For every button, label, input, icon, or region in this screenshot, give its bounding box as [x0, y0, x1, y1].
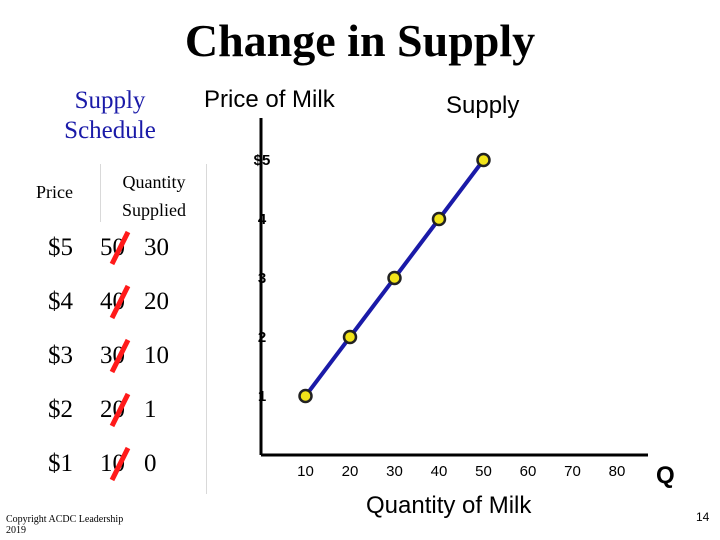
- x-tick-label: 40: [431, 463, 448, 480]
- table-divider: [100, 164, 101, 222]
- column-header-price: Price: [36, 182, 73, 202]
- x-tick-label: 30: [386, 463, 403, 480]
- x-tick-label: 50: [475, 463, 492, 480]
- strike-mark: [109, 230, 131, 266]
- y-tick-label: 3: [258, 270, 266, 287]
- row-price: $2: [48, 396, 73, 423]
- x-tick-label: 10: [297, 463, 314, 480]
- x-tick-label: 20: [342, 463, 359, 480]
- row-new-quantity: 10: [144, 342, 169, 369]
- x-axis-title: Quantity of Milk: [366, 492, 532, 519]
- y-tick-label: 4: [258, 211, 267, 228]
- x-tick-label: 70: [564, 463, 581, 480]
- row-new-quantity: 0: [144, 450, 157, 477]
- row-price: $3: [48, 342, 73, 369]
- copyright-text: Copyright ACDC Leadership 2019: [6, 514, 124, 536]
- strike-mark: [109, 284, 131, 320]
- schedule-title: Supply Schedule: [64, 87, 156, 144]
- row-new-quantity: 30: [144, 234, 169, 261]
- row-new-quantity: 1: [144, 396, 157, 423]
- x-axis-end-label: Q: [656, 462, 675, 489]
- y-axis-title: Price of Milk: [204, 86, 335, 113]
- column-header-quantity: Quantity Supplied: [121, 172, 186, 220]
- supply-point-marker: [387, 270, 402, 286]
- page-number: 14: [696, 510, 710, 524]
- supply-curve-label: Supply: [446, 92, 520, 119]
- row-new-quantity: 20: [144, 288, 169, 315]
- strike-mark: [109, 446, 131, 482]
- y-tick-label: 1: [258, 388, 266, 405]
- x-tick-label: 80: [609, 463, 626, 480]
- x-tick-label: 60: [520, 463, 537, 480]
- supply-point-marker: [342, 329, 358, 345]
- slide-title: Change in Supply: [184, 15, 536, 66]
- strike-mark: [109, 392, 131, 428]
- y-tick-label: 2: [258, 329, 266, 346]
- supply-point-marker: [476, 152, 491, 168]
- strike-mark: [109, 338, 131, 374]
- supply-point-marker: [431, 211, 447, 227]
- table-divider: [206, 164, 207, 494]
- y-tick-label: $5: [254, 152, 271, 169]
- row-price: $4: [48, 288, 73, 315]
- supply-point-marker: [298, 388, 313, 404]
- row-price: $1: [48, 450, 73, 477]
- row-price: $5: [48, 234, 73, 261]
